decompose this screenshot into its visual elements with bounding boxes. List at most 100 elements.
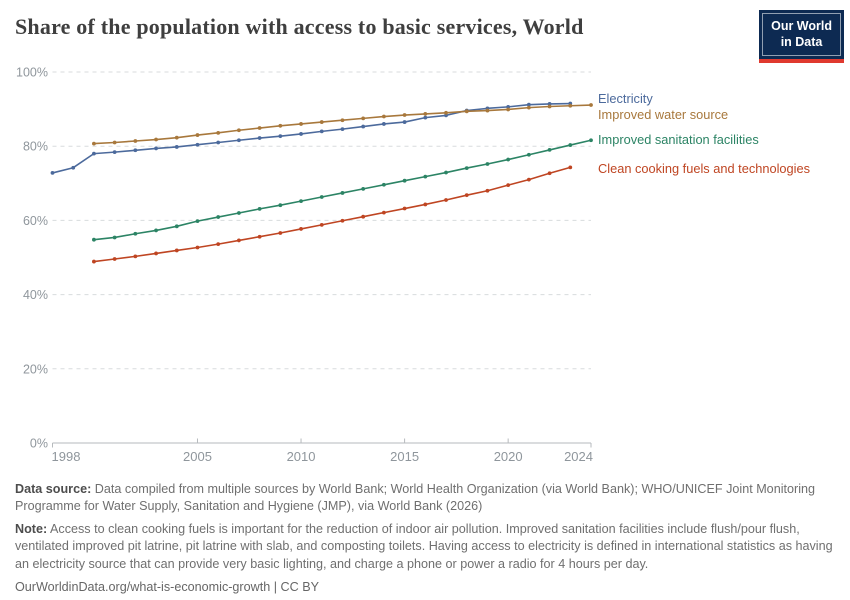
data-point (319, 120, 324, 124)
data-point (278, 203, 283, 208)
series-improved-sanitation-facilities (92, 138, 593, 242)
data-point (340, 218, 345, 223)
logo-line-2: in Data (780, 34, 823, 49)
data-point (340, 118, 345, 123)
data-point (237, 138, 241, 143)
data-source-line: Data source: Data compiled from multiple… (15, 481, 835, 515)
data-point (423, 202, 428, 207)
data-point (402, 206, 407, 211)
x-tick-label: 2010 (287, 449, 316, 464)
x-tick-label: 2024 (564, 449, 593, 464)
data-point (319, 222, 324, 227)
data-point (506, 107, 511, 112)
data-point (526, 102, 531, 107)
data-point (299, 227, 303, 231)
data-point (381, 210, 386, 215)
data-point (216, 242, 221, 247)
data-point (92, 259, 96, 264)
data-point (112, 140, 117, 145)
data-point (257, 206, 262, 211)
legend-clean-cooking-fuels: Clean cooking fuels and technologies (598, 161, 810, 177)
data-point (444, 170, 448, 175)
x-tick-label: 2005 (183, 449, 212, 464)
data-point (423, 115, 428, 120)
data-point (195, 219, 200, 224)
data-point (402, 113, 407, 117)
data-point (381, 114, 386, 119)
data-point (195, 133, 200, 137)
x-tick-label: 1998 (52, 449, 81, 464)
data-point (381, 182, 386, 187)
data-point (464, 193, 469, 198)
data-point (195, 142, 200, 147)
data-point (133, 231, 138, 236)
data-point (526, 105, 531, 110)
data-point (361, 214, 366, 219)
owid-logo: Our World in Data (759, 10, 844, 64)
data-point (112, 150, 117, 155)
data-point (237, 211, 241, 215)
data-point (257, 136, 262, 140)
series-electricity (50, 101, 573, 175)
data-point (444, 113, 448, 118)
legend-improved-water-source: Improved water source (598, 107, 728, 123)
data-point (133, 139, 138, 143)
data-point (423, 174, 428, 179)
x-tick-label: 2015 (390, 449, 419, 464)
data-point (423, 112, 428, 116)
page-title: Share of the population with access to b… (15, 14, 584, 39)
data-point (71, 165, 76, 170)
data-point (568, 165, 573, 170)
data-source-label: Data source: (15, 482, 92, 496)
line-chart: 0% 20% 40% 60% 80% 100% 1998 2005 2010 2015 2020 20… (16, 66, 593, 465)
y-tick-label: 100% (16, 66, 48, 80)
legend-label: Electricity (598, 90, 653, 106)
data-point (444, 110, 448, 115)
data-point (112, 257, 117, 261)
data-point (278, 123, 283, 128)
data-point (299, 122, 303, 126)
data-point (444, 198, 448, 202)
data-point (506, 183, 511, 188)
data-point (154, 137, 158, 142)
data-point (133, 254, 138, 259)
y-tick-label: 20% (23, 362, 48, 376)
data-point (340, 127, 345, 132)
data-point (257, 126, 262, 130)
data-point (319, 129, 324, 134)
data-point (50, 171, 55, 175)
data-source-text: Data compiled from multiple sources by W… (15, 482, 815, 514)
data-point (381, 122, 386, 126)
data-point (319, 195, 324, 199)
data-point (485, 108, 490, 113)
data-point (526, 177, 531, 182)
note-line: Note: Access to clean cooking fuels is i… (15, 521, 835, 572)
data-point (216, 140, 221, 145)
legend-label: Improved water source (598, 107, 729, 123)
data-point (237, 238, 241, 243)
note-text: Access to clean cooking fuels is importa… (15, 522, 833, 571)
data-point (547, 171, 552, 176)
y-tick-label: 0% (30, 437, 48, 451)
data-point (174, 224, 179, 229)
data-point (485, 162, 490, 166)
legend-label: Improved sanitation facilities (598, 132, 759, 148)
data-point (133, 148, 138, 153)
data-point (278, 231, 283, 235)
data-point (361, 116, 366, 121)
gridlines (52, 71, 591, 370)
citation-line: OurWorldinData.org/what-is-economic-grow… (15, 579, 319, 594)
data-point (506, 104, 511, 109)
y-axis-labels: 0% 20% 40% 60% 80% 100% (16, 66, 48, 451)
data-point (485, 188, 490, 193)
data-point (154, 146, 158, 151)
note-label: Note: (15, 522, 48, 537)
data-point (526, 152, 531, 157)
data-point (112, 235, 117, 240)
data-point (174, 248, 179, 253)
data-point (174, 145, 179, 149)
data-point (361, 186, 366, 191)
data-point (299, 199, 303, 204)
x-tick-label: 2020 (494, 449, 523, 464)
data-point (154, 228, 158, 233)
